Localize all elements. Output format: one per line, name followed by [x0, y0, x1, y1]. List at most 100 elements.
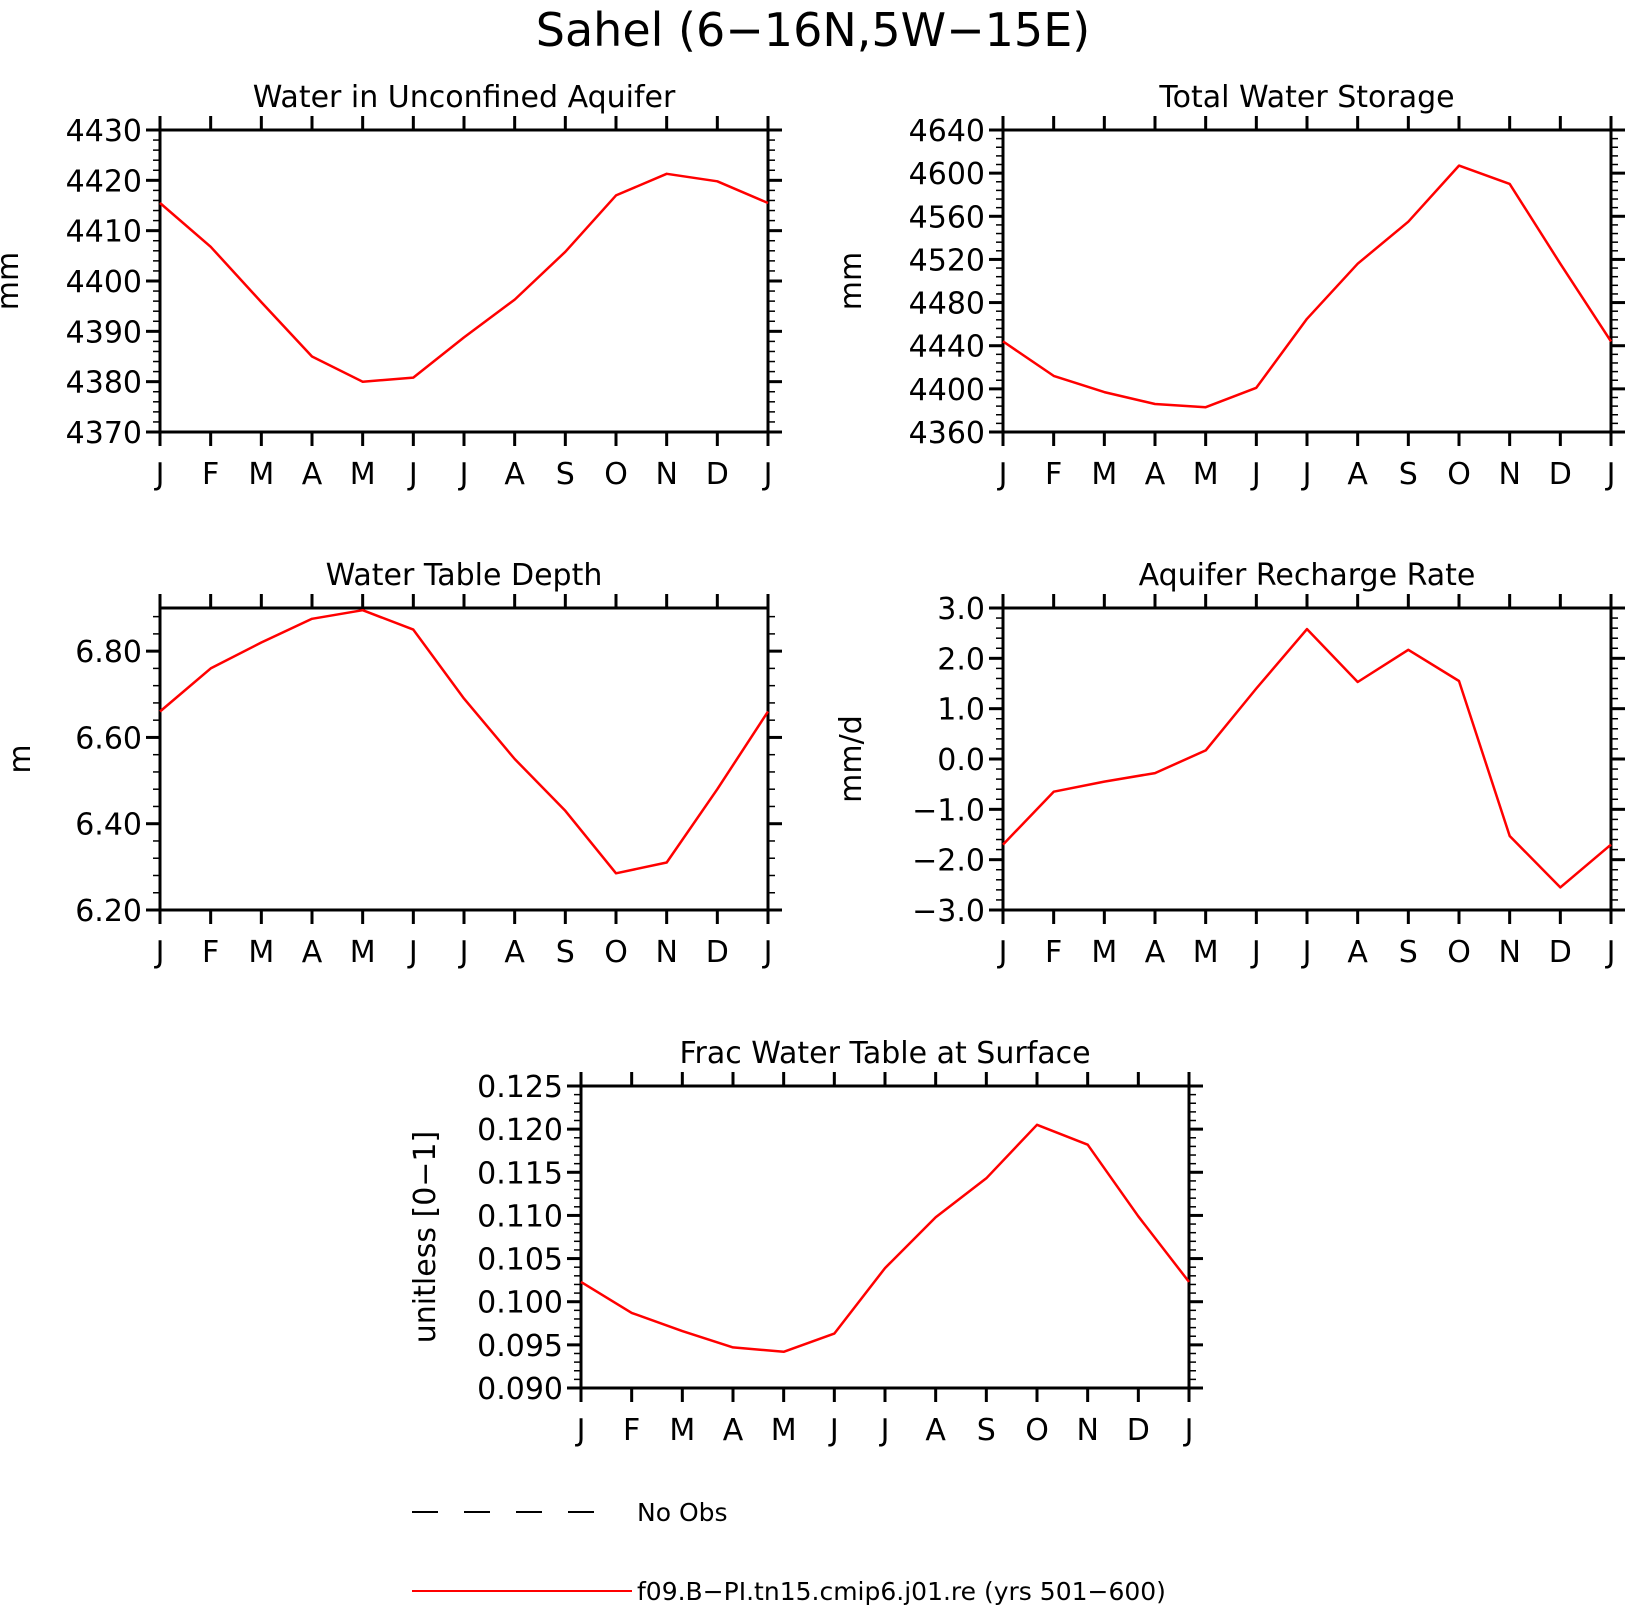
x-tick-label: J	[1183, 1413, 1194, 1448]
x-tick-label: M	[350, 457, 376, 492]
x-tick-label: J	[1250, 935, 1261, 970]
x-tick-label: N	[655, 457, 677, 492]
y-tick-label: 2.0	[937, 642, 985, 677]
x-tick-label: F	[1045, 457, 1062, 492]
x-tick-label: M	[1091, 457, 1117, 492]
y-axis-label: m	[3, 744, 38, 773]
y-tick-label: 3.0	[937, 592, 985, 627]
panel-title: Frac Water Table at Surface	[679, 1036, 1090, 1071]
y-tick-label: 0.0	[937, 743, 985, 778]
x-tick-label: F	[623, 1413, 640, 1448]
x-tick-label: S	[1399, 457, 1418, 492]
x-tick-label: J	[575, 1413, 586, 1448]
y-tick-label: 4420	[66, 164, 142, 199]
x-tick-label: N	[1498, 457, 1520, 492]
x-tick-label: A	[925, 1413, 946, 1448]
y-tick-label: 4390	[66, 315, 142, 350]
x-tick-label: M	[350, 935, 376, 970]
y-tick-label: 4600	[909, 157, 985, 192]
y-tick-label: 4410	[66, 215, 142, 250]
x-tick-label: J	[1605, 457, 1616, 492]
x-tick-label: S	[556, 935, 575, 970]
x-tick-label: A	[1347, 935, 1368, 970]
y-tick-label: −3.0	[912, 894, 985, 929]
series-line	[580, 1123, 1190, 1354]
x-tick-label: A	[504, 457, 525, 492]
x-tick-label: J	[154, 457, 165, 492]
x-tick-label: O	[604, 935, 628, 970]
x-tick-label: F	[1045, 935, 1062, 970]
x-tick-label: J	[154, 935, 165, 970]
x-tick-label: N	[1498, 935, 1520, 970]
x-tick-label: J	[458, 457, 469, 492]
y-axis-label: mm	[834, 252, 869, 310]
x-tick-label: A	[302, 457, 323, 492]
x-tick-label: F	[202, 935, 219, 970]
x-tick-label: J	[1605, 935, 1616, 970]
x-tick-label: F	[202, 457, 219, 492]
y-tick-label: 4440	[909, 330, 985, 365]
x-tick-label: J	[879, 1413, 890, 1448]
x-tick-label: D	[1549, 457, 1572, 492]
y-tick-label: −1.0	[912, 793, 985, 828]
y-tick-label: 4370	[66, 416, 142, 451]
x-tick-label: J	[407, 457, 418, 492]
plot-frame	[158, 606, 770, 912]
x-tick-label: D	[1549, 935, 1572, 970]
y-tick-label: 4430	[66, 114, 142, 149]
x-tick-label: A	[504, 935, 525, 970]
x-tick-label: M	[1091, 935, 1117, 970]
x-tick-label: M	[669, 1413, 695, 1448]
x-tick-label: J	[1250, 457, 1261, 492]
x-tick-label: N	[655, 935, 677, 970]
x-tick-label: A	[1347, 457, 1368, 492]
x-tick-label: M	[771, 1413, 797, 1448]
x-tick-label: A	[1145, 457, 1166, 492]
plot-frame	[1001, 606, 1613, 912]
x-tick-label: M	[1193, 935, 1219, 970]
x-tick-label: M	[248, 935, 274, 970]
x-tick-label: O	[1447, 457, 1471, 492]
y-tick-label: 0.105	[477, 1243, 563, 1278]
y-tick-label: 0.115	[477, 1156, 563, 1191]
figure-title: Sahel (6−16N,5W−15E)	[536, 3, 1090, 57]
y-tick-label: 6.40	[75, 808, 142, 843]
series-line	[159, 172, 769, 383]
plot-frame	[1001, 128, 1613, 434]
y-tick-label: 4520	[909, 243, 985, 278]
y-tick-label: 0.125	[477, 1070, 563, 1105]
x-tick-label: J	[762, 457, 773, 492]
series-line	[1002, 627, 1612, 889]
y-tick-label: 0.110	[477, 1199, 563, 1234]
x-tick-label: S	[977, 1413, 996, 1448]
x-tick-label: J	[762, 935, 773, 970]
x-tick-label: A	[302, 935, 323, 970]
x-tick-label: S	[556, 457, 575, 492]
x-tick-label: M	[1193, 457, 1219, 492]
y-tick-label: 4360	[909, 416, 985, 451]
y-tick-label: 4560	[909, 200, 985, 235]
x-tick-label: M	[248, 457, 274, 492]
legend-no-obs-label: No Obs	[637, 1498, 728, 1527]
y-tick-label: 4640	[909, 114, 985, 149]
y-axis-label: unitless [0−1]	[408, 1131, 443, 1343]
y-tick-label: 6.60	[75, 721, 142, 756]
y-tick-label: 4400	[66, 265, 142, 300]
y-axis-label: mm/d	[834, 715, 869, 803]
y-tick-label: 0.120	[477, 1113, 563, 1148]
y-tick-label: 0.100	[477, 1286, 563, 1321]
series-line	[159, 608, 770, 875]
y-tick-label: 6.80	[75, 635, 142, 670]
x-tick-label: J	[458, 935, 469, 970]
x-tick-label: J	[407, 935, 418, 970]
plot-frame	[579, 1084, 1191, 1390]
x-tick-label: J	[1301, 457, 1312, 492]
x-tick-label: D	[706, 457, 729, 492]
x-tick-label: O	[1447, 935, 1471, 970]
y-tick-label: 0.095	[477, 1329, 563, 1364]
legend-model-label: f09.B−PI.tn15.cmip6.j01.re (yrs 501−600)	[637, 1577, 1166, 1606]
x-tick-label: S	[1399, 935, 1418, 970]
y-tick-label: 4480	[909, 287, 985, 322]
